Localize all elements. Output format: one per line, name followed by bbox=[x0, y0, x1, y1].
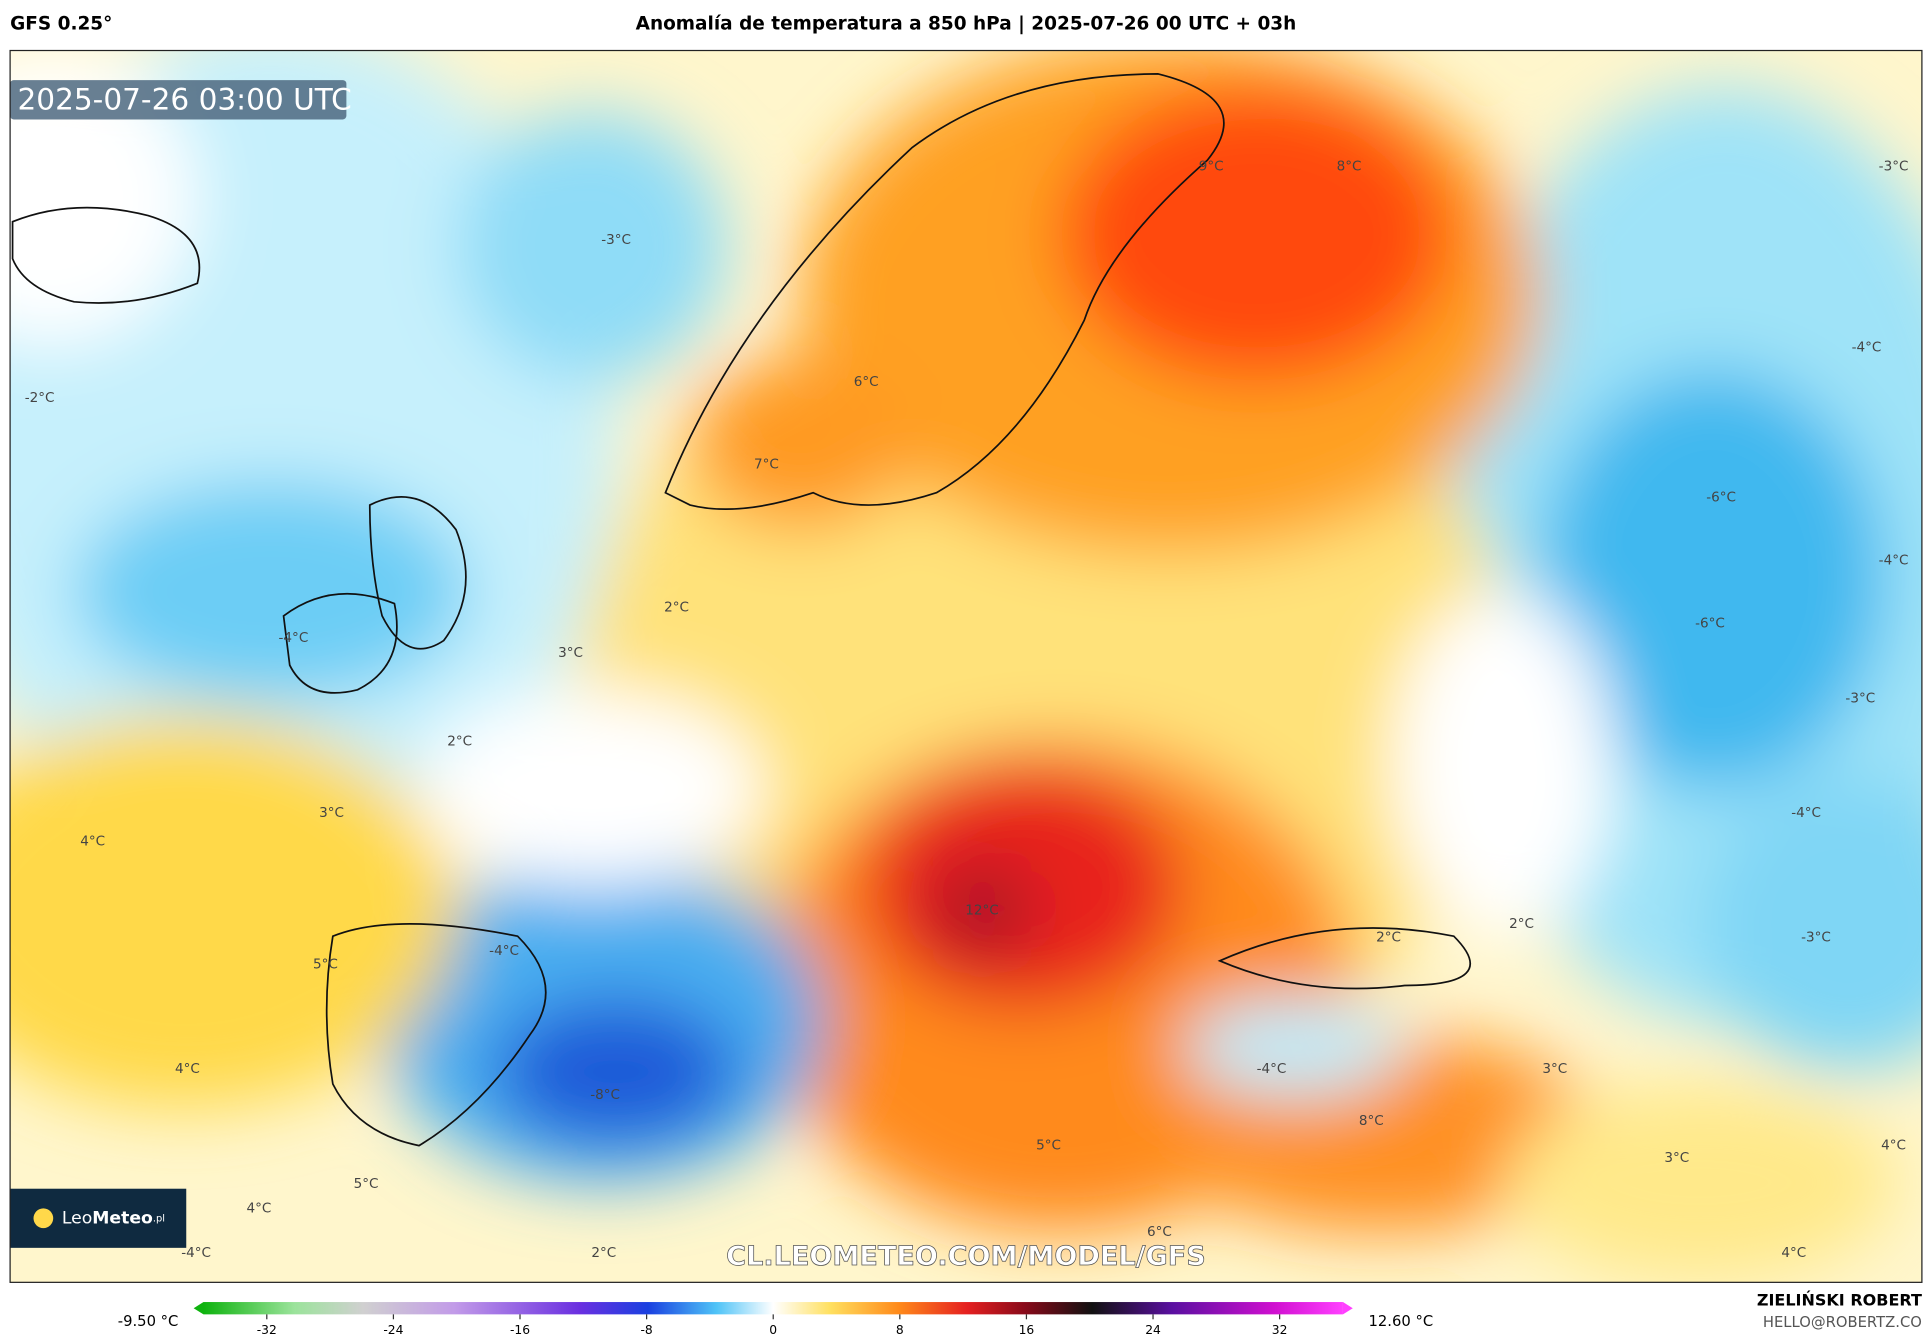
contour-label: -6°C bbox=[1695, 615, 1725, 631]
contour-label: 5°C bbox=[1036, 1138, 1061, 1154]
colorbar-min-end bbox=[193, 1302, 204, 1315]
contour-label: -2°C bbox=[25, 390, 55, 406]
contour-label: -3°C bbox=[1801, 929, 1831, 945]
logo-bold: Meteo bbox=[92, 1208, 153, 1228]
contour-label: 2°C bbox=[1376, 929, 1401, 945]
contour-label: 3°C bbox=[558, 645, 583, 661]
colorbar-tick-label: -16 bbox=[510, 1323, 530, 1337]
author: ZIELIŃSKI ROBERT bbox=[1757, 1290, 1922, 1309]
contour-label: 5°C bbox=[354, 1176, 379, 1192]
contour-label: -4°C bbox=[489, 943, 519, 959]
contour-label: 3°C bbox=[1542, 1061, 1567, 1077]
contour-label: -4°C bbox=[1852, 339, 1882, 355]
coastlines bbox=[11, 73, 1472, 1147]
britain bbox=[368, 496, 467, 650]
contour-label: 3°C bbox=[319, 805, 344, 821]
model-label: GFS 0.25° bbox=[10, 14, 112, 35]
contour-label: 2°C bbox=[664, 599, 689, 615]
colorbar-tick-label: 32 bbox=[1272, 1323, 1288, 1337]
colorbar-ramp bbox=[203, 1302, 1343, 1315]
contour-label: 4°C bbox=[80, 833, 105, 849]
contour-label: 5°C bbox=[313, 957, 338, 973]
timestamp-box bbox=[10, 80, 347, 120]
contour-label: -4°C bbox=[1791, 805, 1821, 821]
min-label: -9.50 °C bbox=[118, 1313, 179, 1330]
logo-text: Leo bbox=[62, 1208, 92, 1228]
contour-label: 4°C bbox=[175, 1061, 200, 1077]
contour-label: 6°C bbox=[1147, 1224, 1172, 1240]
contour-label: -3°C bbox=[1845, 690, 1875, 706]
black-sea bbox=[1217, 927, 1472, 990]
map-title: Anomalía de temperatura a 850 hPa | 2025… bbox=[636, 14, 1297, 35]
contour-label: -6°C bbox=[1706, 490, 1736, 506]
max-label: 12.60 °C bbox=[1369, 1313, 1434, 1330]
colorbar-tick-label: 0 bbox=[769, 1323, 777, 1337]
colorbar-tick-label: 16 bbox=[1019, 1323, 1035, 1337]
colorbar: -32 -24 -16 -8 0 8 16 24 32 bbox=[193, 1302, 1353, 1337]
contour-label: 6°C bbox=[854, 374, 879, 390]
contour-label: 9°C bbox=[1199, 158, 1224, 174]
iceland bbox=[11, 206, 201, 304]
contour-label: 3°C bbox=[1664, 1150, 1689, 1166]
watermark: CL.LEOMETEO.COM/MODEL/GFS bbox=[726, 1241, 1206, 1272]
logo: LeoMeteo.pl bbox=[62, 1208, 165, 1228]
colorbar-tick-label: -24 bbox=[383, 1323, 403, 1337]
contour-label: 7°C bbox=[754, 456, 779, 472]
iberia bbox=[325, 923, 547, 1147]
contour-label: 8°C bbox=[1359, 1113, 1384, 1129]
colorbar-tick-label: -8 bbox=[640, 1323, 652, 1337]
anomaly-shading bbox=[10, 50, 1922, 1282]
timestamp: 2025-07-26 03:00 UTC bbox=[17, 83, 351, 117]
contour-label: 4°C bbox=[1881, 1138, 1906, 1154]
colorbar-tick-label: 8 bbox=[896, 1323, 904, 1337]
contour-label: -4°C bbox=[279, 630, 309, 646]
logo-suffix: .pl bbox=[153, 1213, 165, 1224]
colorbar-tick-label: -32 bbox=[257, 1323, 277, 1337]
contour-label: -3°C bbox=[601, 232, 631, 248]
contour-label: 2°C bbox=[1509, 916, 1534, 932]
contour-label: -8°C bbox=[590, 1087, 620, 1103]
contour-label: 4°C bbox=[1781, 1245, 1806, 1261]
contour-label: 2°C bbox=[447, 734, 472, 750]
contour-label: -4°C bbox=[1879, 552, 1909, 568]
contour-label: 8°C bbox=[1337, 158, 1362, 174]
colorbar-tick-label: 24 bbox=[1145, 1323, 1161, 1337]
contour-label: -4°C bbox=[1257, 1061, 1287, 1077]
colorbar-max-end bbox=[1342, 1302, 1353, 1315]
logo-sun bbox=[33, 1208, 54, 1229]
map-frame bbox=[9, 49, 1923, 1283]
contour-label: 4°C bbox=[246, 1200, 271, 1216]
contour-labels: 9°C 8°C -3°C -3°C -2°C 6°C -4°C 7°C -6°C -4°C 2°C -… bbox=[25, 158, 1909, 1260]
email: HELLO@ROBERTZ.CO bbox=[1763, 1314, 1922, 1331]
ireland bbox=[282, 592, 398, 694]
map-field: 9°C 8°C -3°C -3°C -2°C 6°C -4°C 7°C -6°C -4°C 2°C -… bbox=[10, 50, 1922, 1283]
scandinavia bbox=[664, 73, 1225, 511]
contour-label: 2°C bbox=[591, 1245, 616, 1261]
contour-label: -4°C bbox=[181, 1245, 211, 1261]
contour-label: 12°C bbox=[965, 902, 998, 918]
contour-label: -3°C bbox=[1879, 158, 1909, 174]
